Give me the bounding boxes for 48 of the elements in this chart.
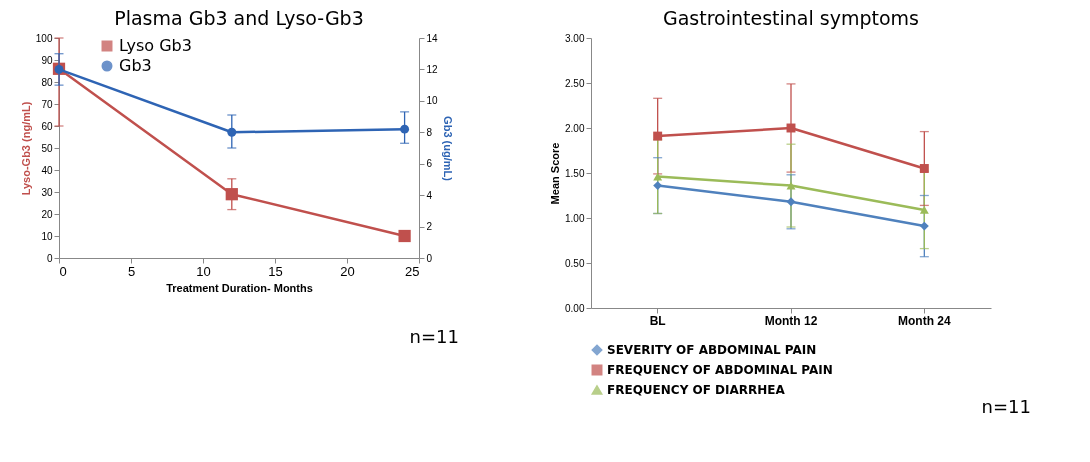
x-tick-label: 25 <box>405 263 420 279</box>
y-tick-label: 50 <box>41 142 53 154</box>
legend-label: SEVERITY OF ABDOMINAL PAIN <box>607 343 817 357</box>
x-tick-label: BL <box>649 313 666 328</box>
legend-label: Gb3 <box>119 56 152 75</box>
legend-label: Lyso Gb3 <box>119 36 192 55</box>
y-tick-label: 0 <box>46 252 53 264</box>
x-tick-label: Month 24 <box>898 313 951 328</box>
x-tick-label: 0 <box>59 263 67 279</box>
y2-tick-label: 4 <box>426 189 433 201</box>
y-tick-label: 70 <box>41 98 53 110</box>
y-tick-label: 3.00 <box>565 32 585 44</box>
y-tick-label: 100 <box>35 32 53 44</box>
text: n=11 <box>409 326 459 347</box>
x-axis-title: Treatment Duration- Months <box>166 281 313 294</box>
chart-title: Plasma Gb3 and Lyso-Gb3 <box>114 7 364 29</box>
y-tick-label: 2.00 <box>565 122 585 134</box>
y-tick-label: 1.50 <box>565 167 585 179</box>
y-axis-title: Mean Score <box>549 142 562 205</box>
legend-label: FREQUENCY OF DIARRHEA <box>607 383 786 397</box>
chart-title: Gastrointestinal symptoms <box>662 7 920 29</box>
x-tick-label: 20 <box>340 263 355 279</box>
y2-tick-label: 14 <box>426 32 439 44</box>
x-tick-label: 15 <box>268 263 283 279</box>
y-tick-label: 90 <box>41 54 53 66</box>
y2-tick-label: 6 <box>426 158 433 170</box>
y-tick-label: 40 <box>41 164 53 176</box>
text: n=11 <box>981 396 1031 417</box>
y2-tick-label: 0 <box>426 252 433 264</box>
y2-tick-label: 12 <box>426 63 439 75</box>
y-tick-label: 60 <box>41 120 53 132</box>
x-tick-label: 5 <box>127 263 136 279</box>
y-tick-label: 10 <box>41 230 53 242</box>
y-tick-label: 30 <box>41 186 53 198</box>
y-tick-label: 0.00 <box>565 302 585 314</box>
x-tick-label: Month 12 <box>764 313 818 328</box>
y2-tick-label: 2 <box>426 221 433 233</box>
y2-tick-label: 10 <box>426 95 439 107</box>
y-tick-label: 20 <box>41 208 53 220</box>
x-tick-label: 10 <box>196 263 211 279</box>
y-tick-label: 1.00 <box>565 212 585 224</box>
y2-tick-label: 8 <box>426 126 433 138</box>
y-axis-title: Lyso-Gb3 (ng/mL) <box>19 101 32 196</box>
y-tick-label: 80 <box>41 76 53 88</box>
y2-axis-title: Gb3 (ug/mL) <box>441 116 454 182</box>
legend-label: FREQUENCY OF ABDOMINAL PAIN <box>607 363 833 377</box>
y-tick-label: 2.50 <box>565 77 585 89</box>
y-tick-label: 0.50 <box>565 257 585 269</box>
